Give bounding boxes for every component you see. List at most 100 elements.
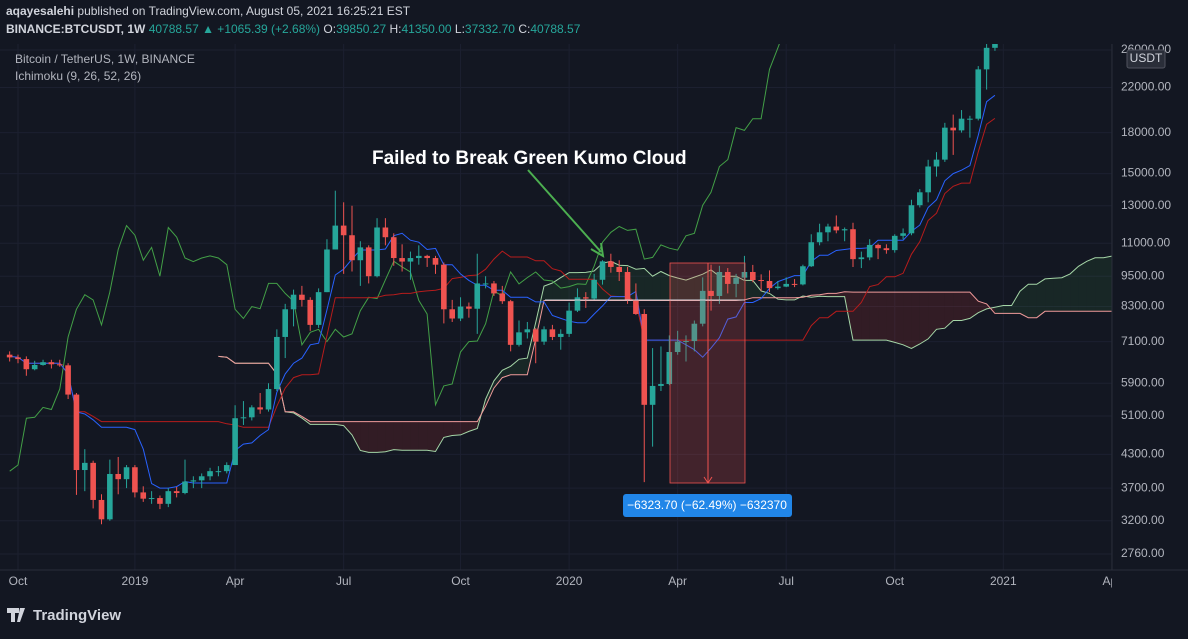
candle-body <box>115 473 121 480</box>
kumo-cloud <box>393 421 403 451</box>
kumo-cloud <box>660 271 670 301</box>
kumo-cloud <box>1078 261 1087 312</box>
candle-body <box>933 159 940 167</box>
kumo-cloud <box>635 268 645 301</box>
candle-body <box>750 271 756 281</box>
kumo-cloud <box>1086 257 1096 312</box>
y-tick-label: 22000.00 <box>1121 80 1171 94</box>
candle-body <box>365 247 372 277</box>
base-line <box>9 117 996 428</box>
ohlc-key: C: <box>518 22 530 36</box>
kumo-cloud <box>410 421 419 451</box>
candle-body <box>332 225 339 250</box>
kumo-cloud <box>1003 305 1012 314</box>
candle-body <box>349 235 355 261</box>
x-tick-label: 2021 <box>990 574 1017 588</box>
candle-body <box>683 341 689 343</box>
candle-body <box>808 242 815 267</box>
candle-body <box>148 498 155 500</box>
ohlc-value: 40788.57 <box>530 22 580 36</box>
candle-body <box>90 462 96 500</box>
kumo-cloud <box>577 272 586 301</box>
candle-body <box>633 300 639 314</box>
candle-body <box>31 364 38 370</box>
candle-body <box>532 329 539 342</box>
candle-body <box>56 364 63 366</box>
kumo-cloud <box>744 280 753 300</box>
legend-indicator: Ichimoku (9, 26, 52, 26) <box>15 69 141 83</box>
logo <box>7 608 25 622</box>
candle-body <box>190 480 197 482</box>
kumo-cloud <box>560 272 570 301</box>
candle-body <box>917 192 923 206</box>
candle-body <box>173 491 180 494</box>
candle-body <box>975 69 982 119</box>
candle-body <box>833 226 840 231</box>
arrow-head <box>590 242 605 258</box>
plot <box>0 44 1112 570</box>
y-tick-label: 7100.00 <box>1121 334 1165 348</box>
candle-body <box>649 385 656 405</box>
candle-body <box>23 359 30 370</box>
kumo-cloud <box>936 292 945 330</box>
candle-body <box>499 293 506 302</box>
candle-body <box>733 277 739 284</box>
publisher: aqayesalehi <box>6 4 74 18</box>
candle-body <box>299 294 305 300</box>
candle-body <box>399 258 405 262</box>
legend-symbol: Bitcoin / TetherUS, 1W, BINANCE <box>15 52 195 66</box>
kumo-cloud <box>886 292 895 343</box>
y-tick-label: 9500.00 <box>1121 268 1165 282</box>
candle-body <box>441 264 447 310</box>
kumo-cloud <box>318 421 327 425</box>
candle-body <box>608 261 614 267</box>
candle-body <box>474 283 481 309</box>
candle-body <box>232 418 238 466</box>
ohlc-key: H: <box>389 22 401 36</box>
x-tick-label: Apr <box>226 574 245 588</box>
kumo-cloud <box>310 421 319 425</box>
kumo-cloud <box>953 292 962 321</box>
candle-body <box>858 257 865 260</box>
candle-body <box>566 310 572 334</box>
lagging-span <box>9 44 780 472</box>
kumo-cloud <box>919 292 929 345</box>
candle-body <box>290 294 297 310</box>
candle-body <box>432 258 439 265</box>
candle-body <box>866 244 873 258</box>
candle-body <box>466 306 472 309</box>
candle-body <box>265 389 272 410</box>
candle-body <box>967 118 973 120</box>
candle-body <box>507 301 514 345</box>
candle-body <box>691 323 698 342</box>
candle-body <box>382 227 389 238</box>
candle-body <box>198 476 205 481</box>
kumo-cloud <box>485 380 494 407</box>
x-axis: Oct 2019 Apr Jul Oct 2020 Apr Jul Oct 2021 Apr <box>9 574 1122 588</box>
candle-body <box>207 471 213 477</box>
measure-label: −6323.70 (−62.49%) −632370 <box>627 498 787 512</box>
kumo-cloud <box>644 268 653 301</box>
y-tick-label: 4300.00 <box>1121 447 1165 461</box>
kumo-cloud <box>961 292 970 321</box>
annotation-arrow <box>527 169 602 253</box>
kumo-cloud <box>460 421 469 435</box>
kumo-cloud <box>435 421 444 452</box>
candle-body <box>549 329 556 337</box>
candle-body <box>107 473 113 520</box>
candle-body <box>850 229 856 260</box>
candle-body <box>449 309 455 319</box>
x-tick-label: Oct <box>885 574 904 588</box>
kumo-cloud <box>1061 273 1071 312</box>
kumo-cloud <box>836 291 845 297</box>
x-tick-label: Apr <box>1103 574 1122 588</box>
candle-body <box>900 233 906 236</box>
candle-body <box>48 362 55 365</box>
candle-body <box>140 492 147 499</box>
candle-body <box>123 467 130 480</box>
kumo-cloud <box>1053 277 1062 312</box>
candle-body <box>599 261 606 280</box>
y-tick-label: 3200.00 <box>1121 513 1165 527</box>
kumo-cloud <box>911 292 920 349</box>
kumo-cloud <box>827 293 837 297</box>
